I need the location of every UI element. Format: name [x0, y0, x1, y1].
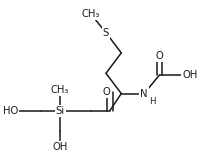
Text: N: N	[140, 89, 147, 99]
Text: OH: OH	[182, 70, 197, 80]
Text: OH: OH	[52, 142, 67, 152]
Text: H: H	[148, 97, 154, 106]
Text: O: O	[155, 51, 163, 61]
Text: HO: HO	[3, 106, 18, 116]
Text: O: O	[102, 87, 109, 97]
Text: S: S	[102, 28, 108, 38]
Text: Si: Si	[55, 106, 64, 116]
Text: N: N	[140, 89, 147, 99]
Text: CH₃: CH₃	[51, 85, 69, 95]
Text: CH₃: CH₃	[81, 9, 99, 19]
